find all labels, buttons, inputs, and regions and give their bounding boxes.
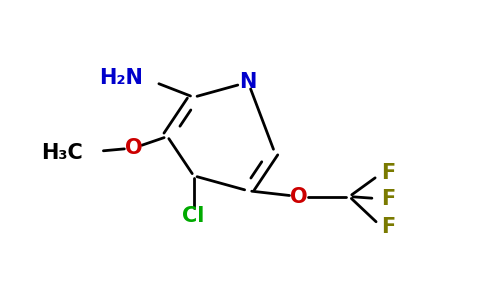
Text: F: F bbox=[381, 217, 395, 237]
Text: H₃C: H₃C bbox=[41, 143, 83, 163]
Text: H₂N: H₂N bbox=[99, 68, 143, 88]
Text: F: F bbox=[381, 164, 395, 183]
Text: F: F bbox=[381, 189, 395, 209]
Text: O: O bbox=[125, 138, 142, 158]
Text: N: N bbox=[240, 72, 257, 92]
Text: Cl: Cl bbox=[182, 206, 205, 226]
Text: O: O bbox=[290, 187, 307, 206]
